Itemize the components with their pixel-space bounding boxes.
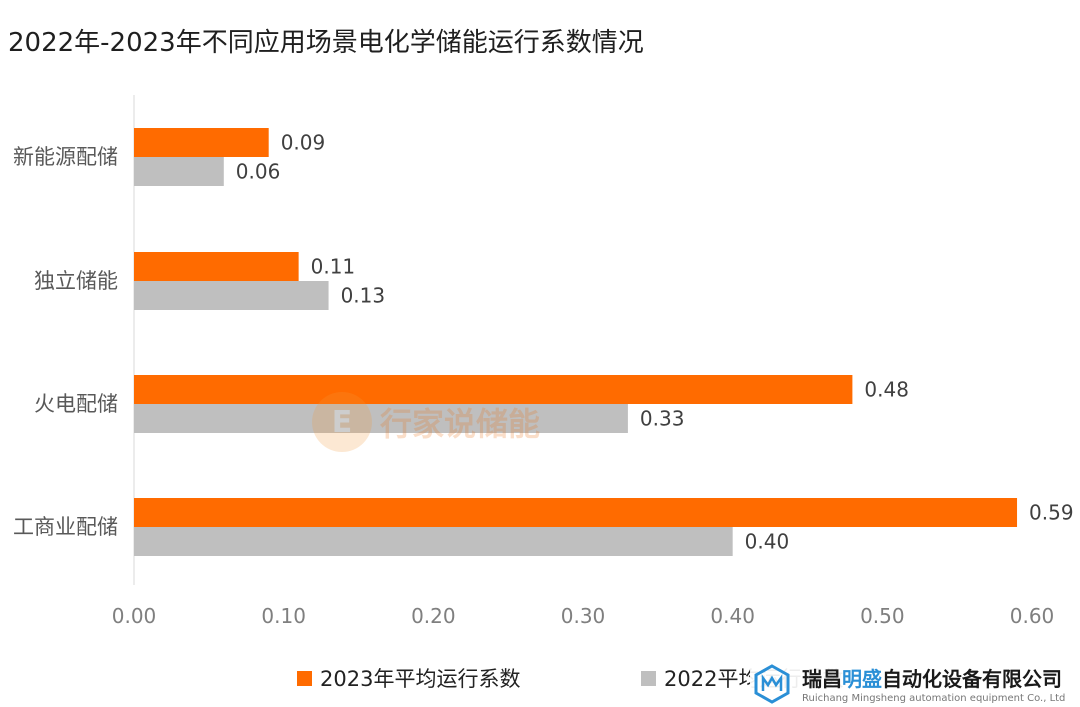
bar-2023 xyxy=(134,498,1018,527)
bar-2022 xyxy=(134,281,329,310)
watermark-logo-icon: E xyxy=(312,392,372,452)
data-label: 0.59 xyxy=(1029,501,1074,525)
bar-2022 xyxy=(134,527,733,556)
y-tick-label: 新能源配储 xyxy=(13,145,118,169)
chart-title: 2022年-2023年不同应用场景电化学储能运行系数情况 xyxy=(8,28,644,58)
watermark: E 行家说储能 xyxy=(312,392,540,452)
watermark-text: 行家说储能 xyxy=(380,405,541,443)
x-tick-label: 0.50 xyxy=(860,604,905,628)
brand-name: 瑞昌明盛自动化设备有限公司 xyxy=(802,667,1062,691)
bar-2022 xyxy=(134,404,628,433)
bar-2023 xyxy=(134,128,269,157)
data-label: 0.13 xyxy=(341,284,386,308)
x-tick-label: 0.30 xyxy=(561,604,606,628)
bar-2023 xyxy=(134,375,853,404)
data-label: 0.06 xyxy=(236,160,281,184)
bar-2022 xyxy=(134,157,224,186)
brand-logo-icon xyxy=(754,663,790,704)
data-label: 0.33 xyxy=(640,407,685,431)
data-label: 0.11 xyxy=(311,255,356,279)
y-tick-label: 工商业配储 xyxy=(13,515,118,539)
data-label: 0.09 xyxy=(281,131,326,155)
x-tick-label: 0.20 xyxy=(411,604,456,628)
brand-subtitle: Ruichang Mingsheng automation equipment … xyxy=(802,693,1066,704)
brand-overlay: 瑞昌明盛自动化设备有限公司 Ruichang Mingsheng automat… xyxy=(750,660,1080,707)
legend-swatch-2023 xyxy=(297,670,312,686)
bar-2023 xyxy=(134,252,299,281)
x-tick-label: 0.10 xyxy=(261,604,306,628)
data-label: 0.48 xyxy=(864,378,909,402)
legend-swatch-2022 xyxy=(641,670,656,686)
legend-label-2023: 2023年平均运行系数 xyxy=(320,667,521,691)
y-tick-label: 火电配储 xyxy=(34,392,118,416)
data-label: 0.40 xyxy=(745,530,790,554)
y-tick-label: 独立储能 xyxy=(34,269,118,293)
x-tick-label: 0.40 xyxy=(710,604,755,628)
x-tick-label: 0.00 xyxy=(112,604,157,628)
legend-item-2023: 2023年平均运行系数 xyxy=(297,663,520,693)
x-tick-label: 0.60 xyxy=(1010,604,1055,628)
